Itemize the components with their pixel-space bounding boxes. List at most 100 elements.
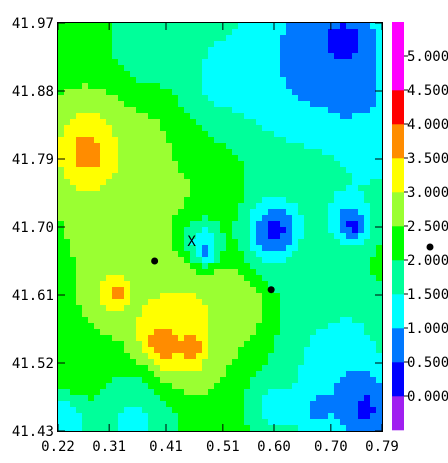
contour-cell (64, 107, 71, 114)
contour-cell (364, 209, 371, 216)
contour-cell (130, 149, 137, 156)
contour-cell (148, 377, 155, 384)
contour-cell (352, 251, 359, 258)
contour-cell (94, 335, 101, 342)
contour-cell (166, 395, 173, 402)
contour-cell (106, 275, 113, 282)
contour-cell (286, 149, 293, 156)
contour-cell (166, 239, 173, 246)
contour-cell (238, 371, 245, 378)
contour-cell (340, 227, 347, 234)
contour-cell (100, 413, 107, 420)
contour-cell (322, 335, 329, 342)
contour-cell (214, 293, 221, 300)
contour-cell (142, 419, 149, 426)
contour-cell (154, 407, 161, 414)
contour-cell (214, 275, 221, 282)
contour-cell (364, 107, 371, 114)
contour-cell (76, 341, 83, 348)
contour-cell (370, 119, 377, 126)
contour-cell (154, 137, 161, 144)
contour-cell (346, 47, 353, 54)
contour-cell (250, 353, 257, 360)
contour-cell (160, 59, 167, 66)
contour-cell (316, 137, 323, 144)
contour-cell (214, 257, 221, 264)
contour-cell (202, 227, 209, 234)
contour-cell (292, 137, 299, 144)
contour-cell (274, 317, 281, 324)
contour-cell (256, 389, 263, 396)
contour-cell (364, 137, 371, 144)
contour-cell (100, 395, 107, 402)
contour-cell (178, 371, 185, 378)
contour-cell (130, 23, 137, 30)
contour-cell (82, 311, 89, 318)
contour-cell (76, 233, 83, 240)
contour-cell (286, 215, 293, 222)
contour-cell (238, 65, 245, 72)
contour-cell (184, 425, 191, 432)
contour-cell (178, 389, 185, 396)
contour-cell (346, 215, 353, 222)
contour-cell (100, 305, 107, 312)
contour-cell (370, 359, 377, 366)
contour-cell (190, 29, 197, 36)
contour-cell (226, 293, 233, 300)
contour-cell (244, 209, 251, 216)
contour-cell (154, 287, 161, 294)
contour-cell (94, 185, 101, 192)
contour-cell (118, 209, 125, 216)
contour-cell (322, 293, 329, 300)
contour-cell (352, 209, 359, 216)
contour-cell (304, 29, 311, 36)
contour-cell (130, 311, 137, 318)
contour-cell (172, 209, 179, 216)
contour-cell (106, 263, 113, 270)
contour-cell (58, 395, 65, 402)
contour-cell (88, 131, 95, 138)
contour-cell (286, 335, 293, 342)
contour-cell (358, 185, 365, 192)
contour-cell (352, 359, 359, 366)
contour-cell (364, 233, 371, 240)
contour-cell (208, 281, 215, 288)
contour-cell (358, 161, 365, 168)
contour-cell (346, 383, 353, 390)
contour-cell (88, 323, 95, 330)
contour-cell (238, 323, 245, 330)
contour-cell (220, 71, 227, 78)
contour-cell (268, 71, 275, 78)
contour-cell (166, 311, 173, 318)
contour-cell (250, 269, 257, 276)
contour-cell (202, 131, 209, 138)
contour-cell (148, 215, 155, 222)
contour-cell (274, 293, 281, 300)
contour-cell (64, 299, 71, 306)
contour-cell (244, 23, 251, 30)
contour-cell (310, 401, 317, 408)
contour-cell (82, 29, 89, 36)
contour-cell (352, 401, 359, 408)
contour-cell (358, 125, 365, 132)
contour-cell (364, 251, 371, 258)
contour-cell (208, 179, 215, 186)
contour-cell (238, 269, 245, 276)
contour-cell (82, 155, 89, 162)
contour-cell (232, 143, 239, 150)
contour-cell (142, 65, 149, 72)
contour-cell (100, 365, 107, 372)
contour-cell (340, 287, 347, 294)
contour-cell (268, 65, 275, 72)
contour-cell (280, 125, 287, 132)
contour-cell (172, 191, 179, 198)
contour-cell (370, 257, 377, 264)
contour-cell (112, 23, 119, 30)
contour-cell (118, 71, 125, 78)
contour-cell (136, 41, 143, 48)
contour-cell (280, 119, 287, 126)
plot-frame (57, 22, 383, 432)
contour-cell (190, 149, 197, 156)
contour-cell (304, 101, 311, 108)
contour-cell (358, 95, 365, 102)
